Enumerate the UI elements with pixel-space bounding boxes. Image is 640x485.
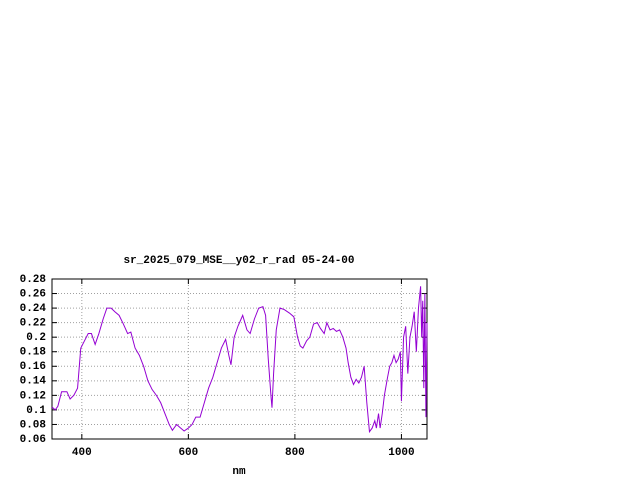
y-tick-label: 0.22 <box>20 318 46 330</box>
y-tick-label: 0.14 <box>20 376 47 388</box>
y-tick-label: 0.16 <box>20 361 46 373</box>
x-axis-label: nm <box>232 466 246 478</box>
x-tick-label: 800 <box>285 447 305 459</box>
y-tick-label: 0.06 <box>20 434 46 446</box>
y-tick-label: 0.12 <box>20 390 46 402</box>
x-tick-label: 600 <box>178 447 198 459</box>
x-tick-label: 400 <box>72 447 92 459</box>
y-tick-label: 0.2 <box>26 332 46 344</box>
x-tick-label: 1000 <box>388 447 414 459</box>
plot-frame <box>51 278 428 440</box>
y-tick-label: 0.08 <box>20 419 47 431</box>
y-tick-label: 0.1 <box>26 405 46 417</box>
y-tick-label: 0.26 <box>20 288 46 300</box>
data-line <box>51 286 428 434</box>
y-tick-label: 0.18 <box>20 347 47 359</box>
y-tick-label: 0.24 <box>20 303 47 315</box>
y-tick-label: 0.28 <box>20 274 47 286</box>
chart-title: sr_2025_079_MSE__y02_r_rad 05-24-00 <box>123 255 354 267</box>
